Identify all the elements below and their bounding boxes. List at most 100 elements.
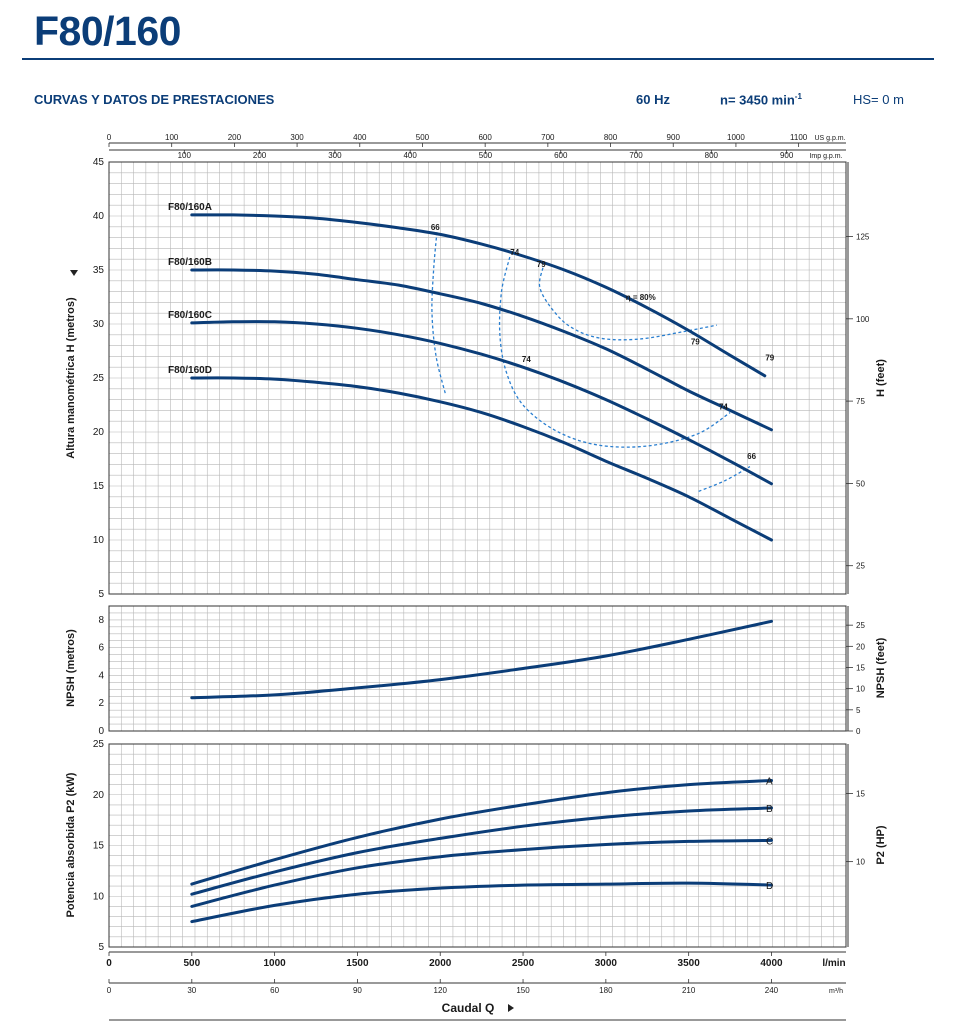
head-series-label: F80/160C [168,310,212,321]
top-us-tick-label: 1100 [790,133,808,142]
efficiency-label: 66 [747,452,756,461]
head-series-line-F80/160A [190,213,767,378]
efficiency-label: 79 [691,338,700,347]
bottom-lmin-tick-label: 1000 [263,958,286,969]
head-panel-frame [108,161,847,595]
efficiency-curve-74 [498,256,731,448]
power-series-label: A [766,777,773,788]
power-series-line-B [190,806,773,896]
frequency-label: 60 Hz [636,92,670,107]
bottom-lmin-tick-label: 1500 [346,958,369,969]
bottom-m3h-tick-label: 30 [187,986,196,995]
speed-exponent: -1 [794,92,802,101]
bottom-m3h-unit-label: m³/h [829,988,843,995]
npsh-y-tick-label: 6 [98,643,104,654]
npsh-y-tick-label: 2 [98,698,104,709]
head-right-tick-label: 125 [856,233,870,242]
top-imp-unit-label: Imp g.p.m. [809,153,842,160]
top-imp-tick-label: 700 [629,151,643,160]
top-us-tick-label: 0 [107,133,112,142]
power-series-label: C [766,836,773,847]
head-y-tick-label: 35 [93,265,105,276]
top-us-tick-label: 500 [416,133,430,142]
top-us-tick-label: 400 [353,133,367,142]
top-us-tick-label: 100 [165,133,179,142]
power-y-tick-label: 20 [93,790,105,801]
speed-label: n= 3450 min-1 [720,92,802,107]
efficiency-curve-66 [698,466,751,493]
power-series-line-D [190,881,773,924]
top-imp-tick-label: 400 [403,151,417,160]
bottom-lmin-tick-label: 3000 [595,958,618,969]
head-right-axis-title: H (feet) [875,359,887,397]
head-y-tick-label: 5 [98,589,104,600]
head-right-tick-label: 100 [856,315,870,324]
npsh-right-tick-label: 10 [856,685,865,694]
bottom-m3h-tick-label: 180 [599,986,613,995]
top-us-tick-label: 200 [228,133,242,142]
top-us-tick-label: 300 [290,133,304,142]
head-y-tick-label: 45 [93,157,105,168]
top-us-tick-label: 600 [478,133,492,142]
npsh-y-tick-label: 0 [98,726,104,737]
head-y-tick-label: 15 [93,481,105,492]
top-imp-tick-label: 800 [705,151,719,160]
head-series-line-F80/160C [190,320,773,486]
bottom-lmin-tick-label: 500 [183,958,200,969]
top-us-tick-label: 800 [604,133,618,142]
power-y-tick-label: 25 [93,739,105,750]
power-series-label: B [766,804,773,815]
bottom-m3h-tick-label: 90 [353,986,362,995]
top-us-tick-label: 700 [541,133,555,142]
bottom-lmin-tick-label: 2500 [512,958,535,969]
bottom-lmin-unit-label: l/min [822,958,845,969]
npsh-panel-frame [108,605,847,732]
top-us-unit-label: US g.p.m. [814,135,845,142]
power-y-tick-label: 10 [93,891,105,902]
head-y-tick-label: 20 [93,427,105,438]
power-y-tick-label: 15 [93,841,105,852]
npsh-right-tick-label: 20 [856,642,865,651]
power-y-tick-label: 5 [98,942,104,953]
head-right-tick-label: 25 [856,562,865,571]
bottom-m3h-tick-label: 240 [765,986,779,995]
head-series-label: F80/160A [168,202,212,213]
x-axis-arrow-icon [508,1004,514,1012]
head-series-line-F80/160B [190,268,773,432]
top-imp-tick-label: 100 [178,151,192,160]
top-us-tick-label: 1000 [727,133,745,142]
y-axis-arrow-icon [70,270,78,276]
top-imp-tick-label: 300 [328,151,342,160]
bottom-m3h-tick-label: 60 [270,986,279,995]
head-right-tick-label: 75 [856,397,865,406]
power-right-axis-title: P2 (HP) [875,825,887,864]
npsh-right-tick-label: 25 [856,621,865,630]
efficiency-label: η = 80% [626,293,656,302]
npsh-y-axis-title: NPSH (metros) [65,629,77,707]
power-right-tick-label: 15 [856,790,865,799]
head-y-tick-label: 25 [93,373,105,384]
npsh-y-tick-label: 8 [98,615,104,626]
npsh-right-tick-label: 5 [856,706,861,715]
head-series-label: F80/160B [168,257,212,268]
npsh-y-tick-label: 4 [98,670,104,681]
head-y-axis-title: Altura manométrica H (metros) [65,297,77,459]
power-right-tick-label: 10 [856,858,865,867]
head-series-line-F80/160D [190,376,773,542]
efficiency-label: 79 [765,354,774,363]
top-us-tick-label: 900 [667,133,681,142]
bottom-m3h-tick-label: 210 [682,986,696,995]
efficiency-label: 74 [719,402,728,411]
head-y-tick-label: 40 [93,211,105,222]
head-y-tick-label: 30 [93,319,105,330]
top-imp-tick-label: 900 [780,151,794,160]
x-axis-title: Caudal Q [442,1001,495,1015]
top-imp-tick-label: 200 [253,151,267,160]
bottom-lmin-tick-label: 2000 [429,958,452,969]
suction-height-label: HS= 0 m [853,92,904,107]
title-divider [22,58,934,60]
bottom-m3h-tick-label: 150 [516,986,530,995]
bottom-lmin-tick-label: 4000 [760,958,783,969]
bottom-lmin-tick-label: 3500 [678,958,701,969]
